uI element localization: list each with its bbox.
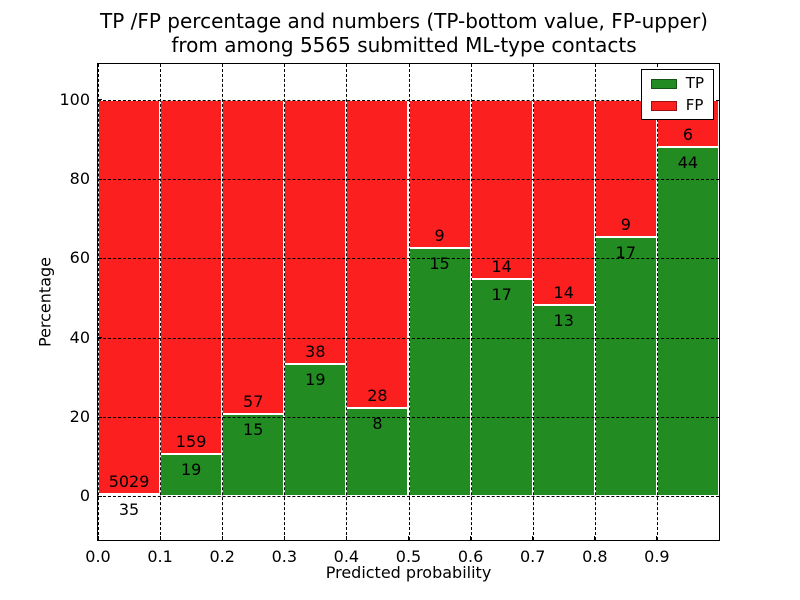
x-tick-label: 0.9	[644, 547, 670, 566]
tp-count-label: 13	[553, 311, 574, 331]
x-tick-mark	[221, 536, 223, 540]
fp-bar-segment	[222, 99, 285, 414]
fp-count-label: 6	[682, 125, 694, 145]
x-tick-mark	[656, 536, 658, 540]
gridline-vertical	[656, 64, 658, 540]
fp-bar-segment	[284, 99, 347, 365]
y-tick-label: 100	[59, 89, 90, 109]
legend-item-fp: FP	[650, 96, 704, 114]
x-tick-mark	[97, 536, 99, 540]
gridline-vertical	[346, 64, 348, 540]
gridline-horizontal	[98, 337, 719, 339]
tp-count-label: 19	[305, 370, 326, 390]
fp-count-label: 159	[175, 432, 207, 452]
gridline-horizontal	[98, 179, 719, 181]
fp-count-label: 28	[367, 386, 388, 406]
x-tick-label: 0.7	[519, 547, 546, 566]
fp-count-label: 57	[243, 391, 264, 411]
fp-legend-swatch	[650, 100, 677, 111]
tp-bar-segment	[532, 305, 595, 497]
x-tick-mark	[159, 536, 161, 540]
tp-count-label: 35	[118, 499, 140, 519]
tp-count-label: 17	[615, 242, 637, 262]
tp-bar-segment	[470, 278, 533, 497]
fp-bar-segment	[532, 99, 595, 306]
chart-title-line1: TP /FP percentage and numbers (TP-bottom…	[100, 9, 708, 33]
y-tick-mark	[98, 99, 102, 101]
x-tick-mark	[470, 536, 472, 540]
gridline-vertical	[284, 64, 286, 540]
legend: TP FP	[640, 69, 714, 120]
gridline-horizontal	[98, 496, 719, 498]
fp-bar-segment	[346, 99, 409, 409]
fp-count-label: 38	[305, 342, 326, 362]
gridline-horizontal	[98, 258, 719, 260]
fp-bar-segment	[470, 99, 533, 279]
y-tick-mark	[98, 178, 102, 180]
tp-count-label: 15	[429, 254, 450, 274]
x-tick-label: 0.2	[209, 547, 235, 566]
x-tick-label: 0.4	[333, 547, 360, 566]
tp-count-label: 17	[491, 284, 512, 304]
chart-title-line2: from among 5565 submitted ML-type contac…	[171, 33, 637, 57]
y-tick-mark	[98, 337, 102, 339]
x-tick-mark	[283, 536, 285, 540]
tp-bar-segment	[284, 364, 347, 497]
x-tick-label: 0.0	[85, 547, 111, 566]
tp-count-label: 19	[180, 459, 202, 479]
fp-count-label: 9	[620, 215, 631, 235]
y-tick-label: 60	[69, 248, 90, 268]
fp-bar-segment	[594, 99, 657, 237]
fp-count-label: 9	[434, 226, 445, 246]
tp-bar-segment	[160, 454, 223, 497]
x-tick-mark	[532, 536, 534, 540]
x-tick-label: 0.3	[271, 547, 298, 566]
y-tick-label: 20	[69, 407, 90, 427]
y-tick-label: 80	[69, 169, 90, 189]
tp-bar-segment	[408, 248, 471, 497]
chart-title: TP /FP percentage and numbers (TP-bottom…	[8, 9, 800, 57]
tp-legend-label: TP	[685, 74, 704, 92]
x-tick-mark	[408, 536, 409, 540]
x-tick-mark	[594, 536, 596, 540]
gridline-vertical	[222, 64, 224, 540]
x-tick-label: 0.1	[147, 547, 173, 566]
tp-count-label: 15	[243, 419, 264, 439]
x-tick-label: 0.6	[457, 547, 484, 566]
y-tick-label: 40	[69, 327, 90, 347]
fp-legend-label: FP	[685, 96, 704, 114]
tp-count-label: 8	[372, 414, 383, 434]
gridline-vertical	[594, 64, 596, 540]
y-tick-mark	[98, 495, 102, 497]
y-tick-mark	[98, 416, 102, 418]
fp-count-label: 5029	[108, 471, 150, 491]
fp-bar-segment	[98, 99, 161, 494]
y-tick-label: 0	[79, 486, 90, 506]
x-tick-label: 0.5	[395, 547, 422, 566]
tp-bar-segment	[656, 147, 719, 497]
gridline-vertical	[408, 64, 410, 540]
gridline-vertical	[160, 64, 162, 540]
tp-bar-segment	[346, 408, 409, 497]
plot-area: TP FP 5029 35 159 19 57 15 38 19 28 8 9 15 14 17 14 13 9…	[59, 63, 720, 566]
gridline-vertical	[98, 64, 99, 540]
x-axis-label: Predicted probability	[325, 563, 492, 582]
legend-item-tp: TP	[650, 74, 704, 92]
fp-count-label: 14	[491, 256, 512, 276]
gridline-horizontal	[98, 417, 719, 419]
tp-bar-segment	[594, 237, 657, 497]
gridline-vertical	[532, 64, 534, 540]
tp-legend-swatch	[650, 78, 677, 89]
fp-bar-segment	[160, 99, 223, 454]
gridline-horizontal	[98, 99, 719, 101]
x-tick-mark	[345, 536, 347, 540]
gridline-vertical	[470, 64, 472, 540]
x-tick-label: 0.8	[582, 547, 608, 566]
fp-count-label: 14	[553, 283, 574, 303]
tp-count-label: 44	[677, 153, 699, 173]
y-tick-mark	[98, 257, 102, 259]
